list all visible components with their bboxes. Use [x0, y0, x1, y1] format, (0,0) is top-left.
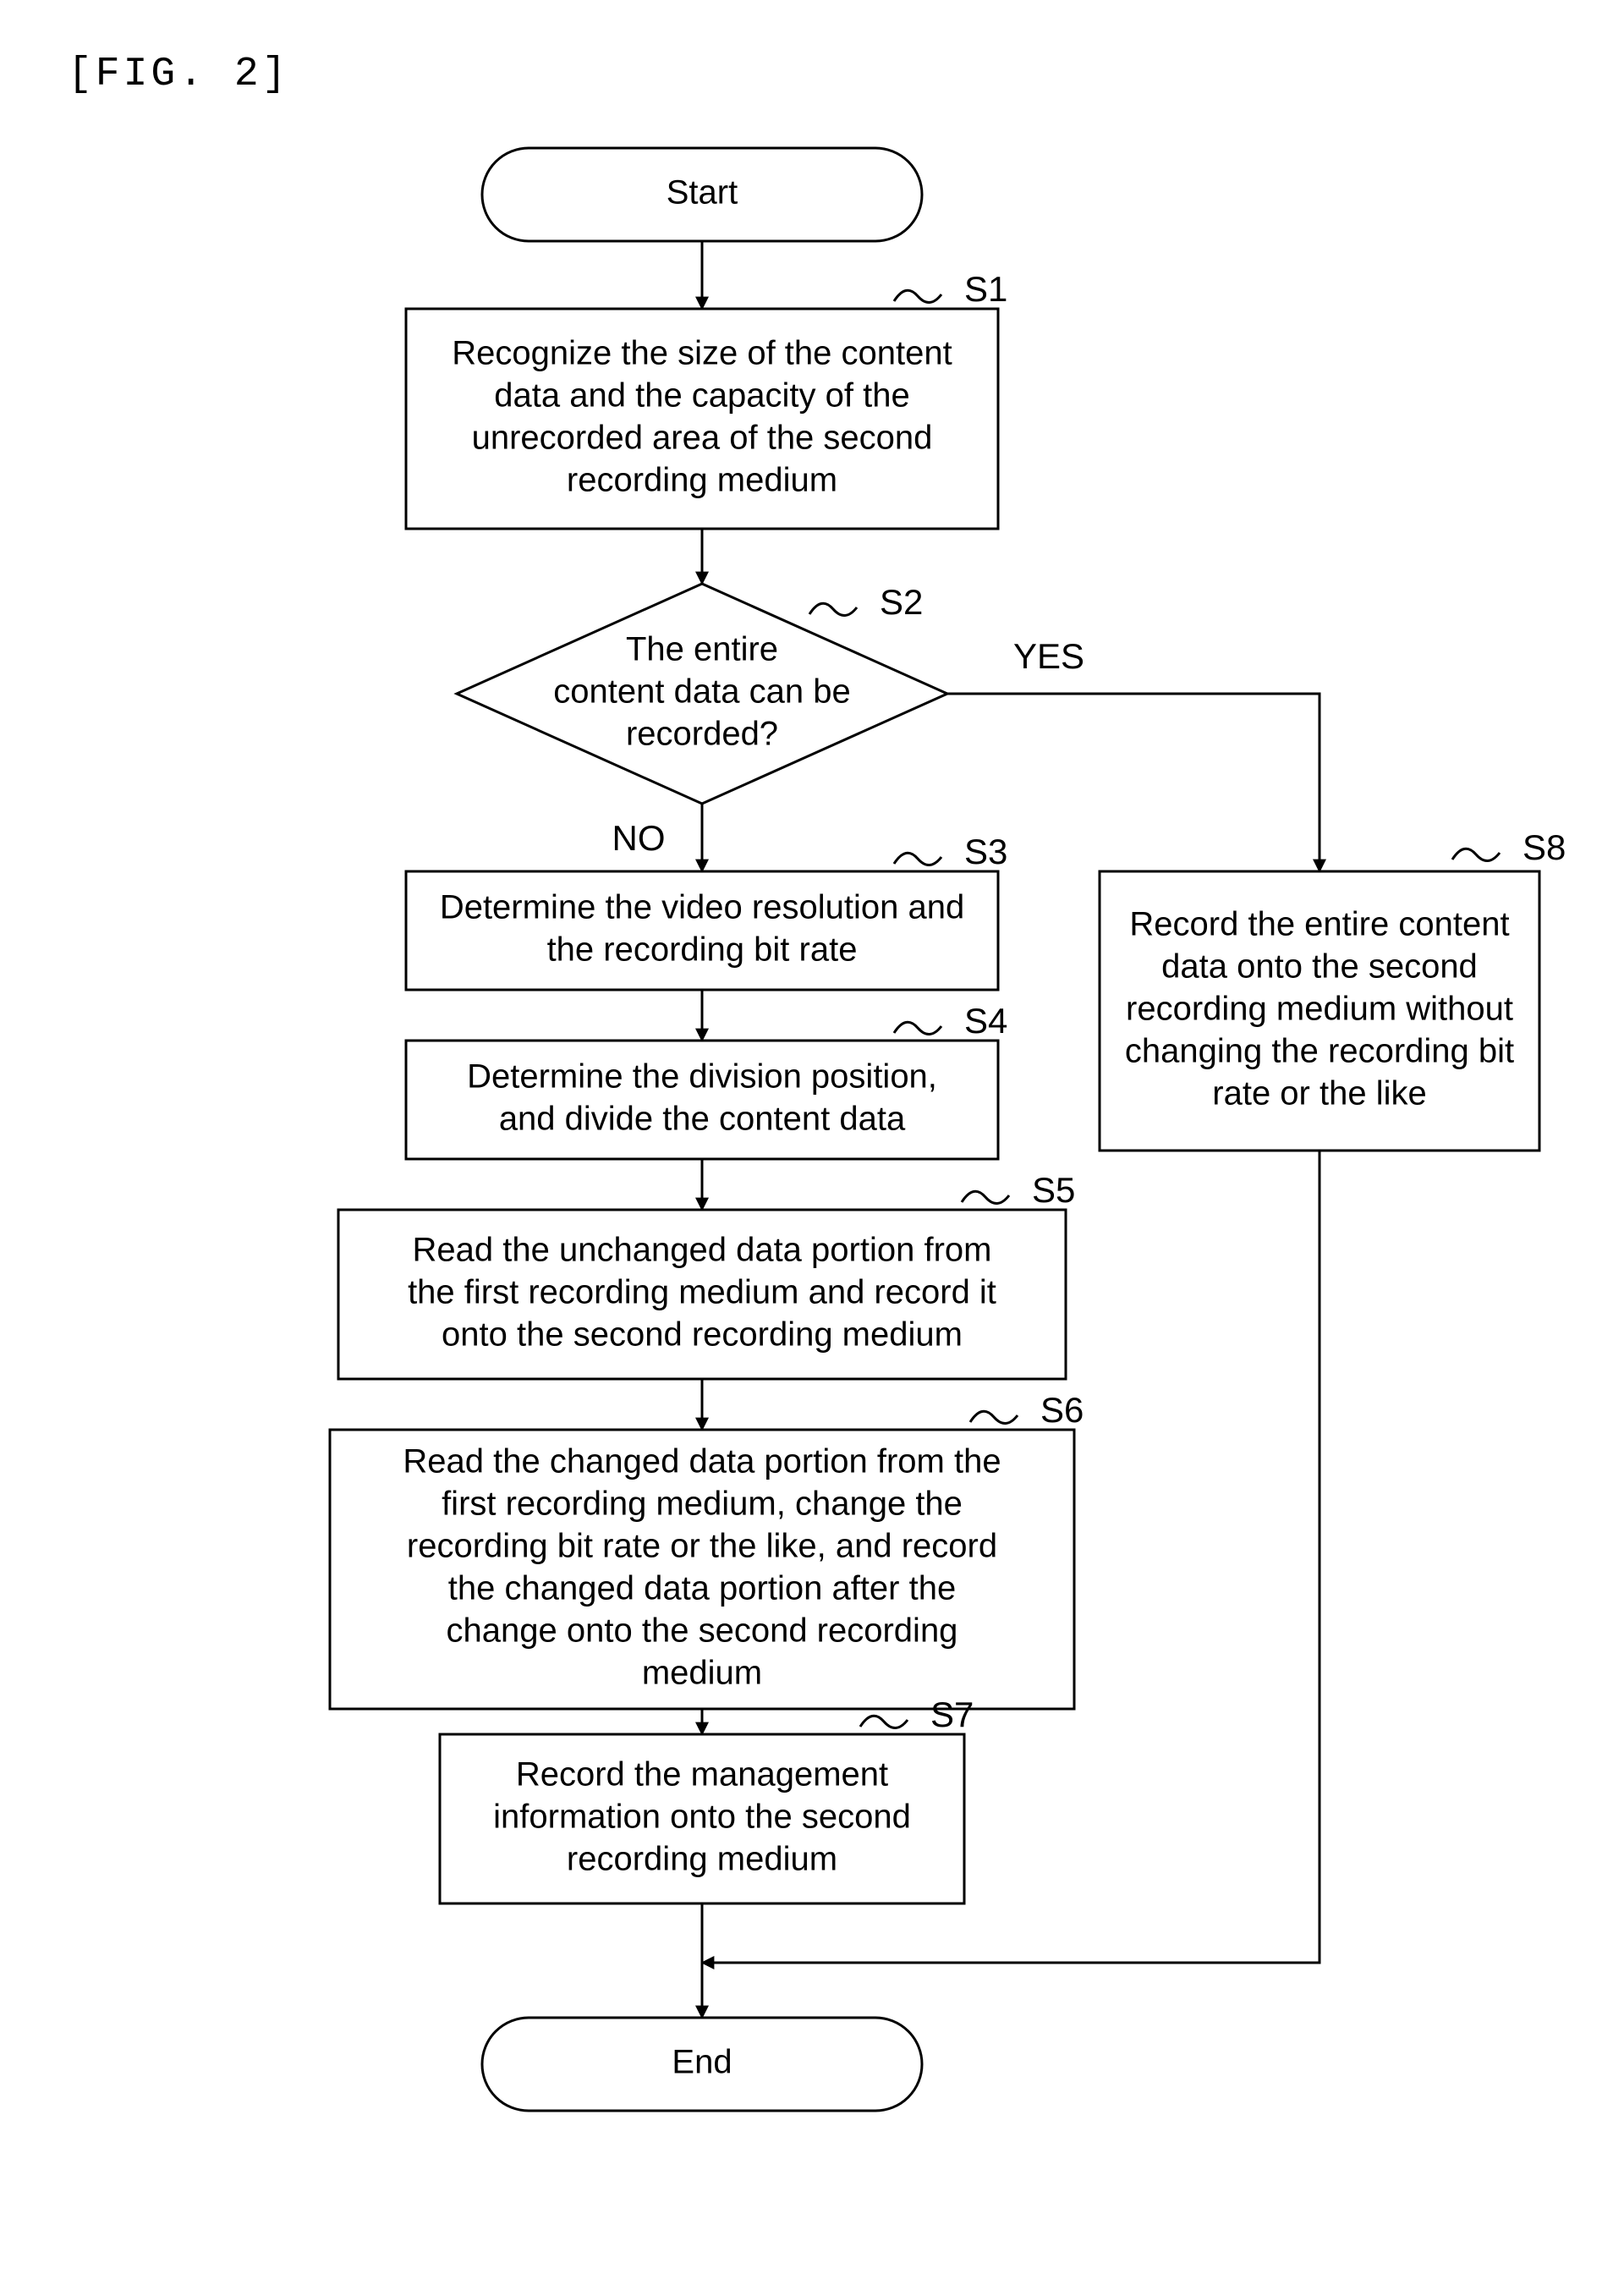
text-line: the recording bit rate: [547, 931, 858, 969]
text-line: change onto the second recording: [447, 1612, 958, 1650]
label-tick: [894, 1022, 941, 1034]
flowchart-figure: [FIG. 2] NO YES Start Recognize the size of …: [0, 0, 1624, 2296]
label-tick: [894, 290, 941, 302]
text-line: the changed data portion after the: [448, 1570, 956, 1607]
text-line: changing the recording bit: [1125, 1033, 1514, 1070]
step-label: S1: [964, 269, 1007, 309]
edge-label: NO: [612, 818, 666, 858]
text-line: recording medium: [567, 1841, 837, 1878]
text-line: data and the capacity of the: [494, 377, 909, 415]
node-text: End: [672, 2044, 732, 2081]
text-line: onto the second recording medium: [442, 1316, 963, 1354]
step-label: S3: [964, 832, 1007, 871]
node-s6: Read the changed data portion from the fi…: [330, 1390, 1084, 1709]
node-end: End: [482, 2018, 922, 2111]
text-line: the first recording medium and record it: [408, 1274, 996, 1311]
step-label: S4: [964, 1001, 1007, 1041]
text-line: content data can be: [553, 673, 850, 711]
step-label: S5: [1032, 1170, 1075, 1210]
node-s2: The entire content data can be recorded? S2: [457, 582, 947, 804]
text-line: recorded?: [626, 716, 778, 753]
label-tick: [1452, 849, 1500, 860]
text-line: Recognize the size of the content: [452, 335, 952, 372]
text-line: and divide the content data: [499, 1101, 906, 1138]
node-s5: Read the unchanged data portion from the …: [338, 1170, 1075, 1379]
label-tick: [962, 1191, 1009, 1203]
step-label: S6: [1040, 1390, 1084, 1430]
text-line: Read the unchanged data portion from: [413, 1232, 992, 1269]
node-start: Start: [482, 148, 922, 241]
text-line: medium: [642, 1655, 762, 1692]
text-line: Read the changed data portion from the: [403, 1443, 1001, 1480]
text-line: rate or the like: [1212, 1075, 1426, 1112]
text-line: Determine the video resolution and: [440, 889, 964, 926]
label-tick: [970, 1411, 1018, 1423]
step-label: S2: [880, 582, 923, 622]
node-s3: Determine the video resolution and the re…: [406, 832, 1007, 990]
node-s7: Record the management information onto th…: [440, 1695, 974, 1903]
node-text: Start: [667, 174, 738, 211]
text-line: Start: [667, 174, 738, 211]
text-line: Determine the division position,: [467, 1058, 937, 1096]
text-line: Record the entire content: [1129, 906, 1509, 943]
figure-label: [FIG. 2]: [68, 52, 289, 97]
text-line: The entire: [626, 631, 778, 668]
text-line: data onto the second: [1161, 948, 1478, 986]
text-line: recording medium without: [1126, 991, 1513, 1028]
node-text: Read the unchanged data portion from the …: [408, 1232, 996, 1354]
step-label: S8: [1522, 827, 1566, 867]
text-line: first recording medium, change the: [442, 1486, 963, 1523]
node-s4: Determine the division position, and divi…: [406, 1001, 1007, 1159]
node-s8: Record the entire content data onto the s…: [1100, 827, 1566, 1151]
text-line: recording bit rate or the like, and reco…: [407, 1528, 997, 1565]
edge-label: YES: [1013, 636, 1084, 676]
label-tick: [894, 853, 941, 865]
node-s1: Recognize the size of the content data an…: [406, 269, 1007, 529]
text-line: End: [672, 2044, 732, 2081]
text-line: recording medium: [567, 462, 837, 499]
step-label: S7: [930, 1695, 974, 1734]
label-tick: [809, 603, 857, 615]
text-line: Record the management: [516, 1756, 888, 1793]
text-line: unrecorded area of the second: [472, 420, 933, 457]
text-line: information onto the second: [493, 1799, 911, 1836]
label-tick: [860, 1716, 908, 1727]
